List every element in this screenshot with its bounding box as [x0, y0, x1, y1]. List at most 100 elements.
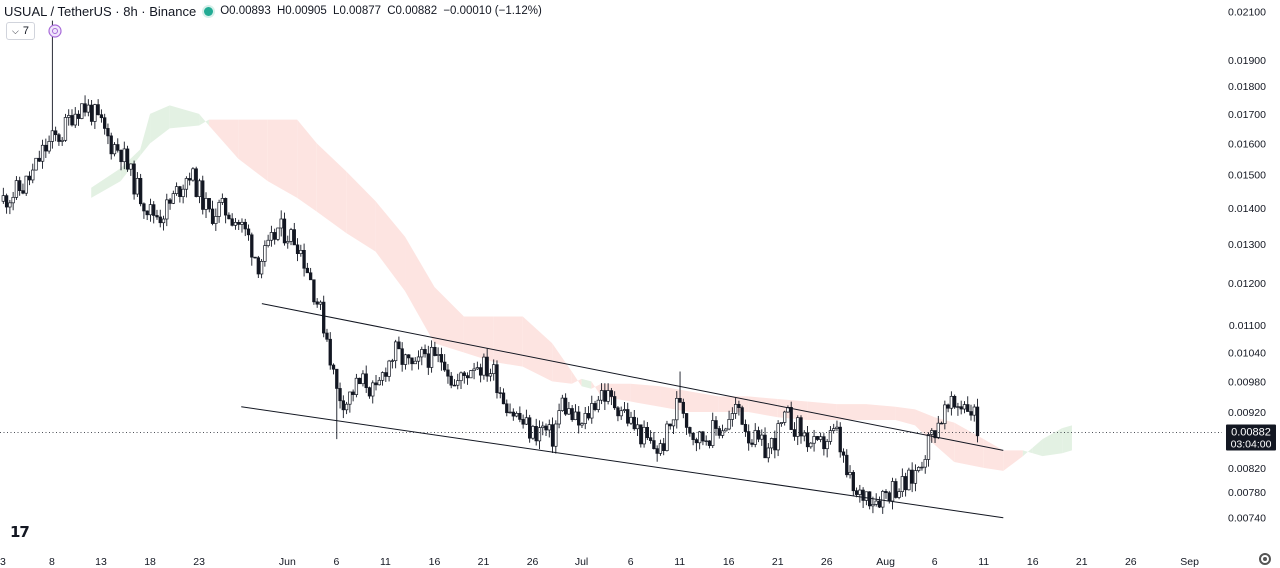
candle	[233, 218, 238, 230]
candle	[338, 382, 342, 409]
candle-body-up	[874, 500, 878, 505]
cloud-segment	[865, 404, 896, 420]
candle-body-down	[400, 348, 404, 365]
candle-body-down	[125, 148, 130, 170]
candle-body-up	[580, 423, 584, 426]
candle-body-down	[691, 432, 695, 440]
symbol-title[interactable]: USUAL / TetherUS · 8h · Binance	[4, 3, 197, 19]
time-tick-label: 6	[932, 556, 938, 568]
candle-body-down	[426, 353, 430, 368]
candle-body-up	[560, 397, 565, 411]
candle	[639, 424, 643, 448]
candle	[335, 368, 339, 440]
candle	[472, 362, 476, 380]
candle	[50, 20, 55, 149]
candle-body-up	[936, 422, 940, 439]
candle	[959, 400, 963, 415]
candle-body-down	[423, 349, 427, 355]
candle-body-down	[462, 372, 466, 376]
candle-body-down	[639, 424, 643, 445]
candle	[351, 389, 355, 402]
candle-body-up	[380, 372, 385, 381]
candle-body-up	[606, 390, 610, 402]
high-value: 0.00905	[285, 5, 327, 17]
cloud-segment	[630, 383, 661, 407]
candle	[923, 455, 927, 474]
candle	[969, 404, 973, 421]
indicators-toggle-button[interactable]: ⌵ 7	[6, 22, 35, 40]
candle	[174, 182, 179, 196]
candle-body-up	[40, 144, 45, 162]
candle-body-down	[331, 364, 336, 370]
replay-marker[interactable]	[48, 24, 62, 38]
candle	[410, 357, 414, 371]
candle	[747, 424, 751, 451]
low-value: 0.00877	[339, 5, 382, 17]
candle-body-down	[707, 440, 712, 446]
candle-body-up	[129, 163, 133, 170]
time-tick-label: 11	[978, 556, 989, 568]
candle-body-down	[894, 481, 898, 498]
candle-body-down	[364, 373, 368, 389]
candle	[884, 489, 888, 499]
candle	[109, 132, 113, 160]
candle	[407, 354, 411, 365]
candle-body-down	[384, 372, 388, 377]
candle	[583, 406, 587, 430]
candle-body-up	[508, 411, 512, 414]
candle-body-down	[737, 403, 741, 409]
candle-body-up	[769, 438, 774, 449]
candle	[439, 347, 444, 371]
candle	[694, 437, 699, 452]
time-tick-label: Aug	[876, 556, 895, 568]
candle	[727, 410, 731, 431]
candle-body-down	[763, 434, 767, 459]
candle-body-down	[684, 413, 689, 428]
price-badge-countdown: 03:04:00	[1231, 438, 1272, 450]
candle-body-down	[740, 407, 744, 425]
candle	[514, 411, 519, 418]
candle	[505, 399, 509, 417]
candle-body-up	[318, 301, 323, 305]
candle-body-down	[142, 203, 146, 212]
high-label: H	[276, 5, 286, 17]
candle	[67, 109, 71, 126]
candle	[733, 398, 738, 419]
trendlines[interactable]	[241, 303, 1004, 519]
candle-body-down	[99, 114, 104, 119]
candle	[253, 256, 257, 259]
candle-body-down	[528, 417, 532, 439]
candle-body-down	[443, 361, 447, 371]
candle	[207, 198, 211, 213]
candle	[465, 372, 470, 385]
candle	[403, 353, 408, 370]
candle-body-up	[492, 364, 496, 374]
cloud-segment	[1003, 450, 1023, 471]
candle-body-down	[586, 413, 591, 419]
candle	[897, 488, 901, 500]
candle-body-down	[145, 210, 149, 216]
candle	[691, 432, 695, 446]
price-axis[interactable]: 0.02100 0.01900 0.01800 0.01700 0.01600 0.015…	[1228, 6, 1266, 524]
open-label: O	[220, 5, 230, 17]
candle	[753, 423, 757, 448]
candle-body-up	[635, 424, 640, 430]
price-tick-label: 0.00740	[1228, 513, 1266, 525]
price-tick-label: 0.01040	[1228, 347, 1266, 359]
candle	[387, 359, 391, 382]
candle	[135, 172, 140, 198]
candle	[632, 410, 636, 431]
tradingview-logo[interactable]: 17	[10, 523, 30, 541]
candle-body-up	[47, 141, 51, 152]
candle-body-down	[152, 204, 156, 216]
candle-body-up	[60, 139, 64, 142]
candle	[446, 363, 450, 384]
candle	[443, 354, 447, 372]
candle	[717, 425, 721, 439]
gear-icon[interactable]	[1259, 553, 1271, 565]
candle	[796, 415, 800, 446]
candle-body-up	[266, 239, 270, 246]
time-axis[interactable]: 3 8 13 18 23 Jun 6 11 16 21 26 Jul 6 11 16 21 26 Aug 6 11 16…	[0, 556, 1199, 568]
candle	[606, 383, 610, 405]
